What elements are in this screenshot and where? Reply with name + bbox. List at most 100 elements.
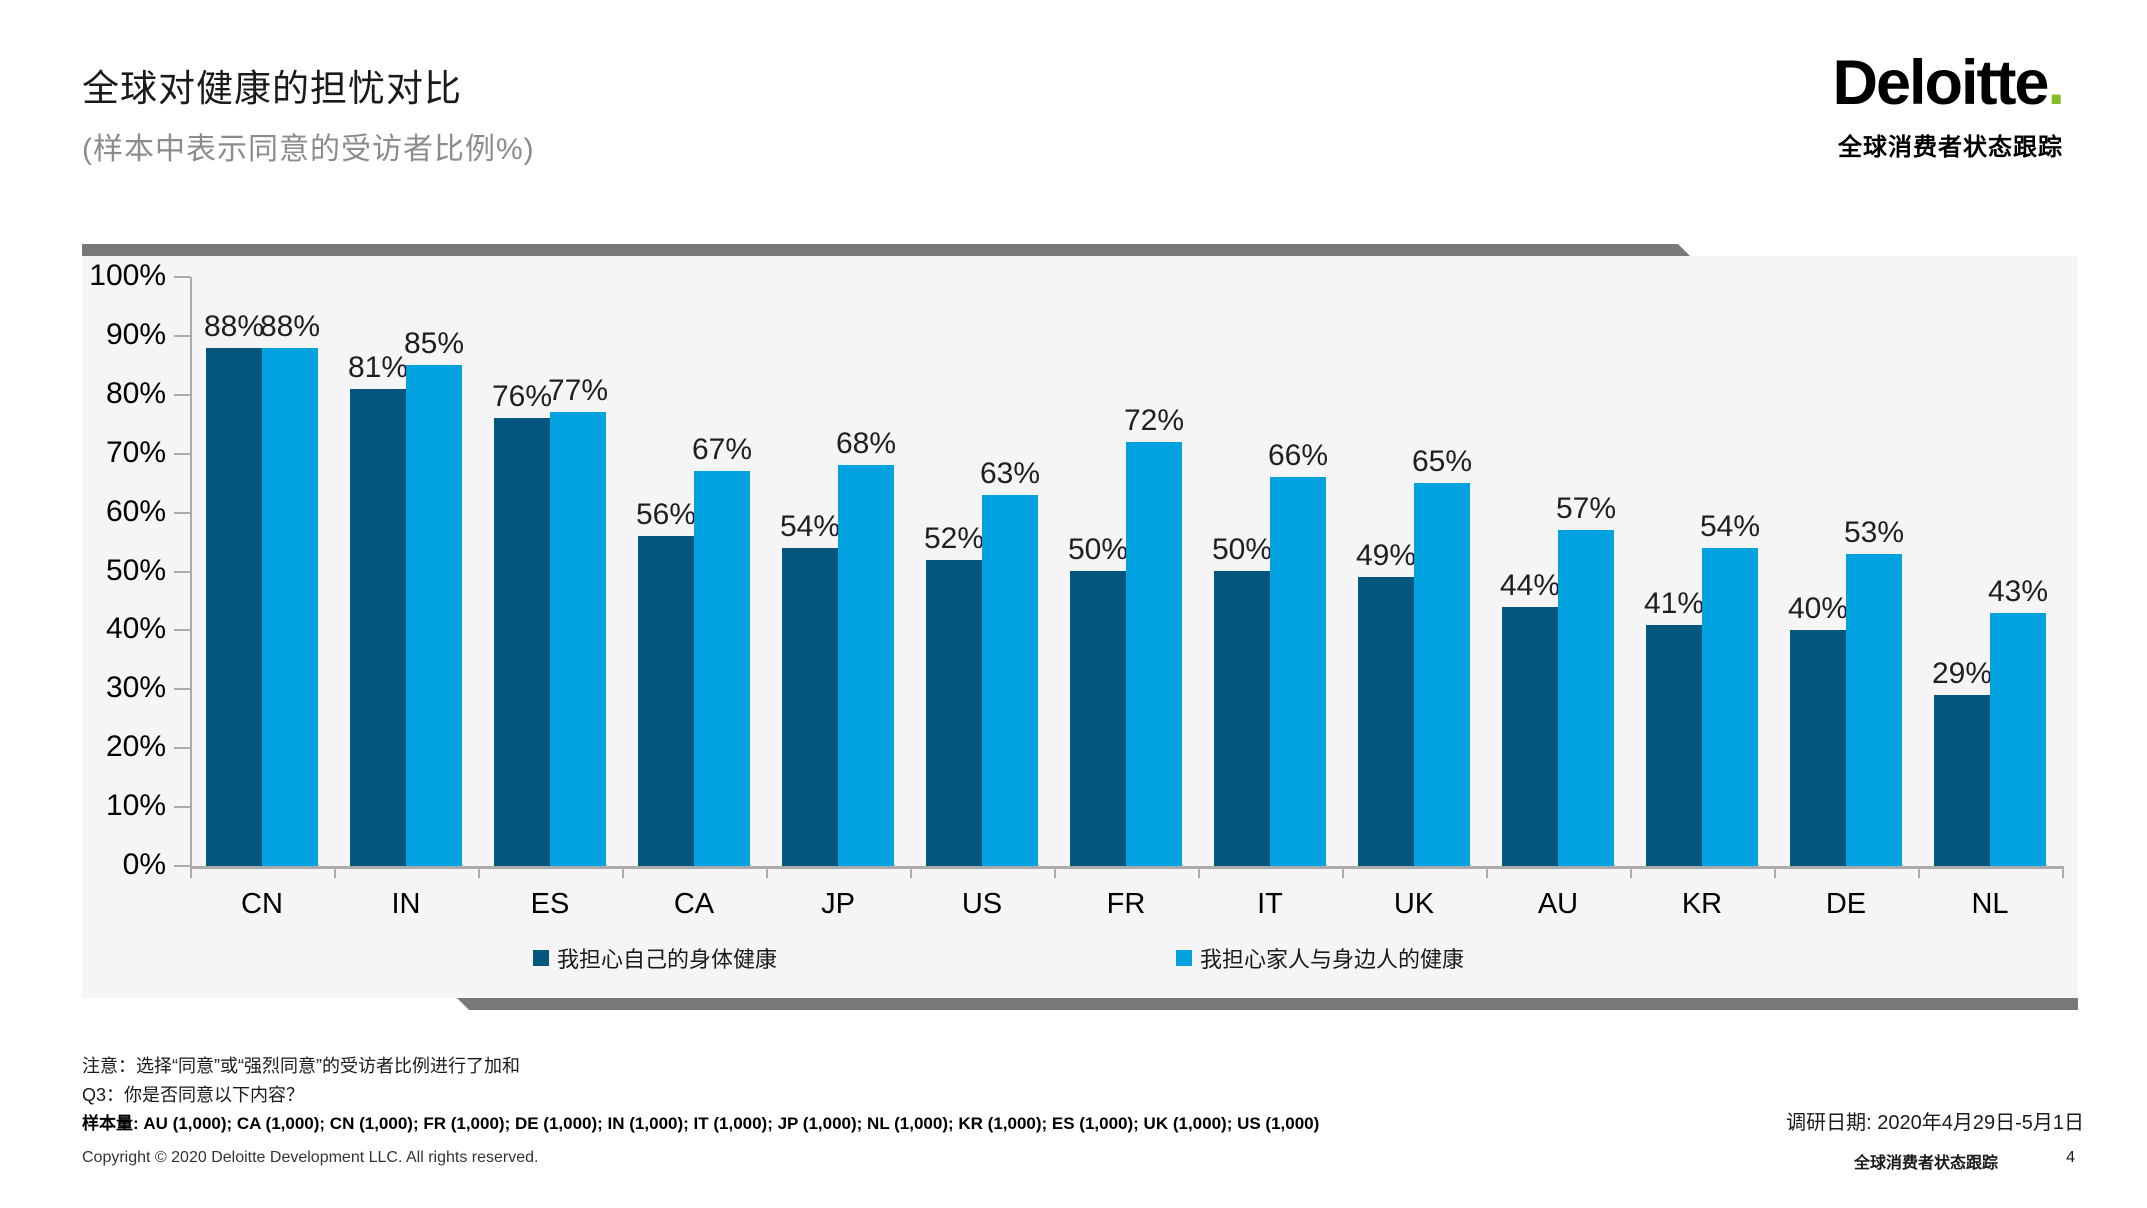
bar-US-s0 [926, 560, 982, 866]
bar-value-label: 41% [1643, 587, 1705, 620]
y-tick [174, 629, 190, 632]
x-tick [190, 869, 192, 878]
footnote-note: 注意：选择“同意”或“强烈同意”的受访者比例进行了加和 [82, 1056, 520, 1076]
bar-CA-s0 [638, 536, 694, 866]
y-tick [174, 806, 190, 809]
bar-value-label: 85% [403, 327, 465, 360]
y-tick [174, 688, 190, 691]
y-tick [174, 334, 190, 337]
bar-ES-s0 [494, 418, 550, 866]
bar-value-label: 63% [979, 457, 1041, 490]
y-tick [174, 452, 190, 455]
bar-value-label: 68% [835, 427, 897, 460]
bar-value-label: 72% [1123, 404, 1185, 437]
x-tick [2062, 869, 2064, 878]
legend-label: 我担心自己的身体健康 [557, 947, 778, 972]
bar-IN-s1 [406, 365, 462, 866]
copyright-text: Copyright © 2020 Deloitte Development LL… [82, 1149, 539, 1166]
bar-AU-s1 [1558, 530, 1614, 866]
bar-CN-s0 [206, 348, 262, 866]
x-category-label: IT [1257, 888, 1283, 920]
y-tick [174, 276, 190, 278]
bar-value-label: 66% [1267, 439, 1329, 472]
y-tick [174, 747, 190, 750]
y-tick-label: 50% [105, 553, 166, 587]
y-tick-label: 30% [105, 671, 166, 705]
bar-UK-s0 [1358, 577, 1414, 866]
bar-FR-s0 [1070, 571, 1126, 866]
bar-CN-s1 [262, 348, 318, 866]
x-tick [1630, 869, 1632, 878]
y-axis-line [190, 277, 192, 866]
x-tick [622, 869, 624, 878]
legend-swatch-dark-blue [533, 950, 549, 966]
x-category-label: CA [673, 888, 715, 920]
bar-value-label: 43% [1987, 575, 2049, 608]
y-tick [174, 511, 190, 514]
bar-value-label: 50% [1211, 533, 1273, 566]
bar-KR-s0 [1646, 625, 1702, 866]
bar-value-label: 29% [1931, 657, 1993, 690]
x-tick [334, 869, 336, 878]
bar-value-label: 77% [547, 374, 609, 407]
x-category-label: ES [530, 888, 570, 920]
bottom-shadow-bar [457, 998, 2078, 1010]
chart-plot: 0% 10% 20% 30% 40% 50% 60% 70% 80% 90% 100% 88% 88% C… [82, 256, 2078, 998]
y-tick-label: 100% [89, 259, 166, 292]
x-tick [1486, 869, 1488, 878]
footer-tracker-label: 全球消费者状态跟踪 [1853, 1155, 1998, 1172]
bar-value-label: 76% [491, 380, 553, 413]
page-subtitle: (样本中表示同意的受访者比例%) [82, 133, 535, 166]
y-tick-label: 10% [105, 789, 166, 823]
bar-JP-s0 [782, 548, 838, 866]
bar-ES-s1 [550, 412, 606, 866]
bar-DE-s1 [1846, 554, 1902, 866]
bar-IT-s1 [1270, 477, 1326, 866]
bar-KR-s1 [1702, 548, 1758, 866]
x-tick [1198, 869, 1200, 878]
footnote-question: Q3：你是否同意以下内容？ [82, 1085, 305, 1105]
bar-value-label: 40% [1787, 592, 1849, 625]
deloitte-logo: Deloitte. 全球消费者状态跟踪 [1832, 48, 2064, 162]
footnote-sample-sizes: 样本量: AU (1,000); CA (1,000); CN (1,000);… [82, 1114, 1320, 1133]
y-tick-label: 20% [105, 730, 166, 764]
x-tick [910, 869, 912, 878]
y-tick [174, 393, 190, 396]
x-tick [1774, 869, 1776, 878]
bar-value-label: 52% [923, 522, 985, 555]
deloitte-green-dot-icon: . [2047, 48, 2064, 118]
page-number: 4 [2066, 1149, 2075, 1166]
bar-CA-s1 [694, 471, 750, 866]
bar-IN-s0 [350, 389, 406, 866]
y-tick-label: 80% [105, 376, 166, 410]
x-category-label: NL [1971, 888, 2009, 920]
legend-swatch-light-blue [1176, 950, 1192, 966]
x-category-label: AU [1537, 888, 1579, 920]
bar-value-label: 49% [1355, 539, 1417, 572]
x-category-label: UK [1393, 888, 1435, 920]
bar-value-label: 54% [1699, 510, 1761, 543]
survey-date: 调研日期: 2020年4月29日-5月1日 [1786, 1112, 2084, 1134]
bar-value-label: 50% [1067, 533, 1129, 566]
y-tick-label: 90% [105, 317, 166, 351]
bar-value-label: 57% [1555, 492, 1617, 525]
top-shadow-bar [82, 244, 1690, 256]
bar-NL-s1 [1990, 613, 2046, 866]
bar-FR-s1 [1126, 442, 1182, 866]
x-category-label: FR [1106, 888, 1146, 920]
bar-value-label: 53% [1843, 516, 1905, 549]
y-tick-label: 0% [122, 848, 166, 881]
x-tick [1918, 869, 1920, 878]
legend-item-family-health: 我担心家人与身边人的健康 [1176, 942, 1464, 974]
x-category-label: US [961, 888, 1003, 920]
legend-item-self-health: 我担心自己的身体健康 [533, 942, 777, 974]
bar-IT-s0 [1214, 571, 1270, 866]
x-category-label: CN [241, 888, 283, 920]
deloitte-wordmark: Deloitte. [1832, 48, 2064, 118]
x-axis-baseline [190, 866, 2064, 869]
bar-value-label: 54% [779, 510, 841, 543]
bar-value-label: 88% [203, 310, 265, 343]
legend-label: 我担心家人与身边人的健康 [1200, 947, 1465, 972]
bar-AU-s0 [1502, 607, 1558, 866]
